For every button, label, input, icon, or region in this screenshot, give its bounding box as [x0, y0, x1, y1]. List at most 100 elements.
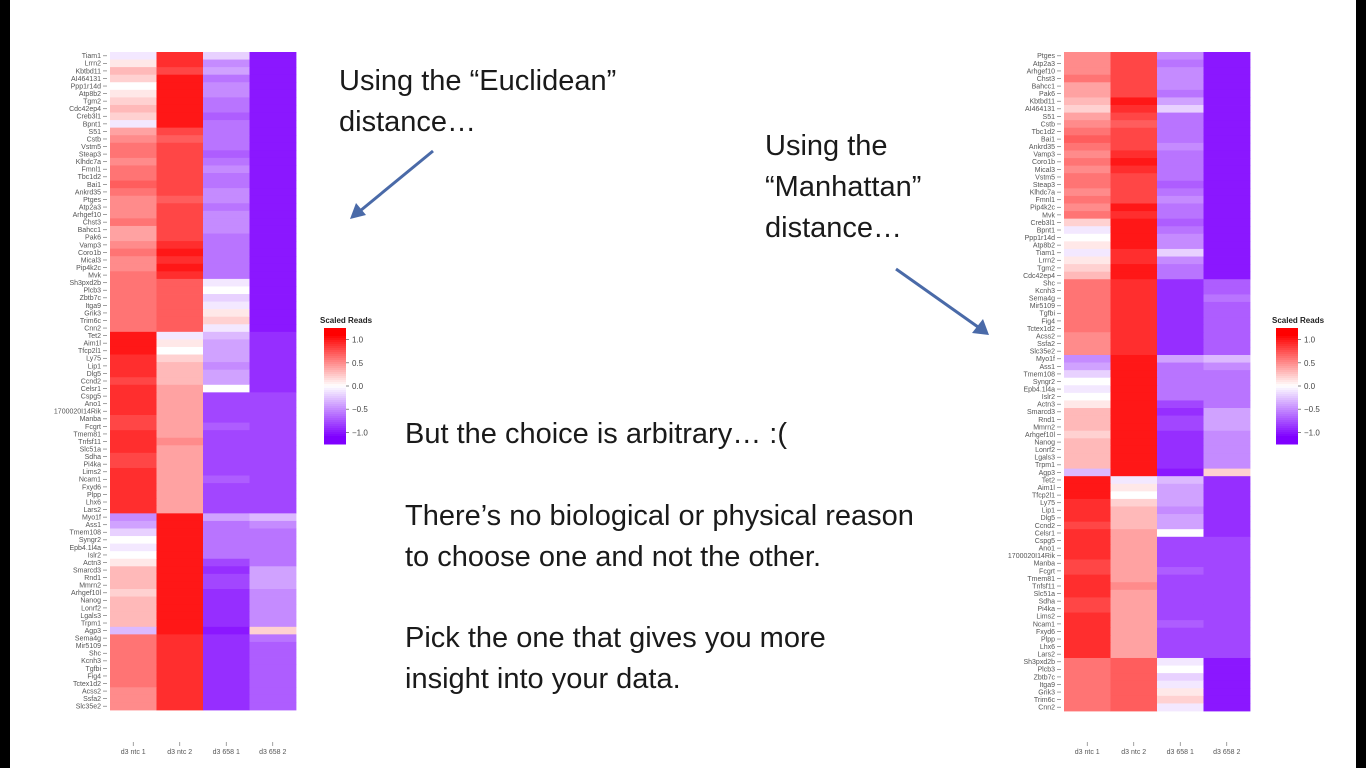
heatmap-cell: [156, 702, 204, 711]
colorbar-swatch: [324, 370, 346, 373]
row-label: Tgm2: [1037, 265, 1055, 272]
heatmap-cell: [1203, 589, 1251, 598]
heatmap-cell: [1110, 650, 1158, 659]
heatmap-cell: [1064, 271, 1111, 280]
row-label: Sema4g: [75, 636, 101, 643]
heatmap-cell: [203, 241, 250, 250]
heatmap-cell: [1110, 483, 1158, 492]
colorbar-swatch: [324, 426, 346, 429]
colorbar-swatch: [1276, 400, 1298, 403]
heatmap-cell: [1203, 695, 1251, 704]
heatmap-cell: [1203, 453, 1251, 462]
row-label: Vamp3: [79, 242, 101, 249]
heatmap-cell: [1157, 408, 1204, 416]
heatmap-cell: [1064, 582, 1111, 591]
heatmap-cell: [1157, 67, 1204, 76]
heatmap-cell: [156, 331, 204, 340]
heatmap-cell: [249, 188, 297, 197]
heatmap-cell: [156, 218, 204, 227]
heatmap-cell: [156, 634, 204, 643]
heatmap-cell: [1110, 377, 1158, 386]
heatmap-cell: [1064, 211, 1111, 220]
heatmap-cell: [110, 89, 157, 98]
colorbar-swatch: [324, 404, 346, 407]
heatmap-cell: [1203, 112, 1251, 121]
heatmap-cell: [1157, 567, 1204, 576]
row-label: Ankrd35: [75, 189, 101, 196]
colorbar-swatch: [1276, 334, 1298, 337]
row-label: Myo1f: [82, 515, 101, 522]
heatmap-cell: [1157, 279, 1204, 288]
arrow-to-manhattan-heatmap: [895, 267, 979, 329]
row-label: Coro1b: [1032, 159, 1055, 166]
heatmap-cell: [1110, 317, 1158, 326]
heatmap-cell: [1203, 286, 1251, 295]
heatmap-cell: [110, 127, 157, 136]
colorbar-swatch: [324, 420, 346, 423]
row-label: Cstb: [87, 136, 102, 143]
heatmap-cell: [1064, 241, 1111, 250]
row-label: Pip4k2c: [76, 265, 101, 272]
heatmap-cell: [203, 59, 250, 68]
heatmap-cell: [1157, 135, 1204, 144]
heatmap-cell: [249, 135, 297, 144]
heatmap-cell: [110, 157, 157, 166]
heatmap-cell: [156, 309, 204, 318]
heatmap-cell: [1064, 408, 1111, 416]
colorbar-swatch: [324, 442, 346, 445]
row-label: Tnfsf11: [78, 439, 101, 446]
heatmap-cell: [249, 218, 297, 227]
arbitrary-text: But the choice is arbitrary… :(: [405, 418, 787, 450]
heatmap-cell: [1064, 680, 1111, 689]
colorbar-swatch: [324, 410, 346, 413]
heatmap-cell: [1064, 521, 1111, 530]
row-label: Trim6c: [80, 318, 102, 325]
heatmap-cell: [110, 657, 157, 666]
heatmap-cell: [203, 551, 250, 560]
heatmap-cell: [249, 89, 297, 98]
row-label: Tgfbi: [85, 666, 101, 673]
heatmap-cell: [1064, 506, 1111, 515]
row-label: Lip1: [88, 363, 101, 370]
heatmap-cell: [1157, 385, 1204, 394]
heatmap-cell: [249, 679, 297, 688]
heatmap-cell: [1203, 89, 1251, 98]
heatmap-cell: [249, 150, 297, 159]
heatmap-cell: [203, 566, 250, 575]
row-label: Manba: [1034, 561, 1056, 568]
heatmap-cell: [203, 611, 250, 620]
row-label: Ncam1: [1033, 621, 1055, 628]
heatmap-cell: [1203, 400, 1251, 409]
heatmap-cell: [203, 475, 250, 484]
heatmap-cell: [1157, 82, 1204, 91]
colorbar-tick-label: −1.0: [352, 428, 368, 437]
heatmap-cell: [249, 377, 297, 386]
heatmap-cell: [1064, 514, 1111, 523]
column-label: d3 ntc 1: [1075, 749, 1100, 756]
row-label: Tiam1: [82, 53, 101, 60]
heatmap-cell: [1157, 97, 1204, 106]
heatmap-cell: [156, 566, 204, 575]
row-label: Coro1b: [78, 250, 101, 257]
heatmap-cell: [1110, 695, 1158, 704]
heatmap-cell: [203, 89, 250, 98]
heatmap-cell: [1157, 294, 1204, 303]
heatmap-cell: [249, 294, 297, 302]
heatmap-cell: [249, 513, 297, 522]
heatmap-cell: [1064, 650, 1111, 659]
colorbar-left: Scaled Reads 1.0 0.5 0.0 −0.5 −1.0: [320, 316, 373, 445]
heatmap-cell: [1064, 173, 1111, 182]
row-label: Tet2: [1042, 477, 1055, 484]
heatmap-cell: [110, 430, 157, 439]
heatmap-cell: [203, 679, 250, 688]
row-label: Lgals3: [1034, 455, 1055, 462]
heatmap-cell: [1064, 52, 1111, 60]
heatmap-cell: [1203, 703, 1251, 712]
row-label: Tgm2: [83, 99, 101, 106]
colorbar-swatch: [1276, 340, 1298, 343]
heatmap-cell: [1064, 567, 1111, 576]
row-label: Chst3: [1037, 76, 1055, 83]
row-label: Creb3l1: [76, 114, 101, 121]
row-label: Tfcp2l1: [78, 348, 101, 355]
